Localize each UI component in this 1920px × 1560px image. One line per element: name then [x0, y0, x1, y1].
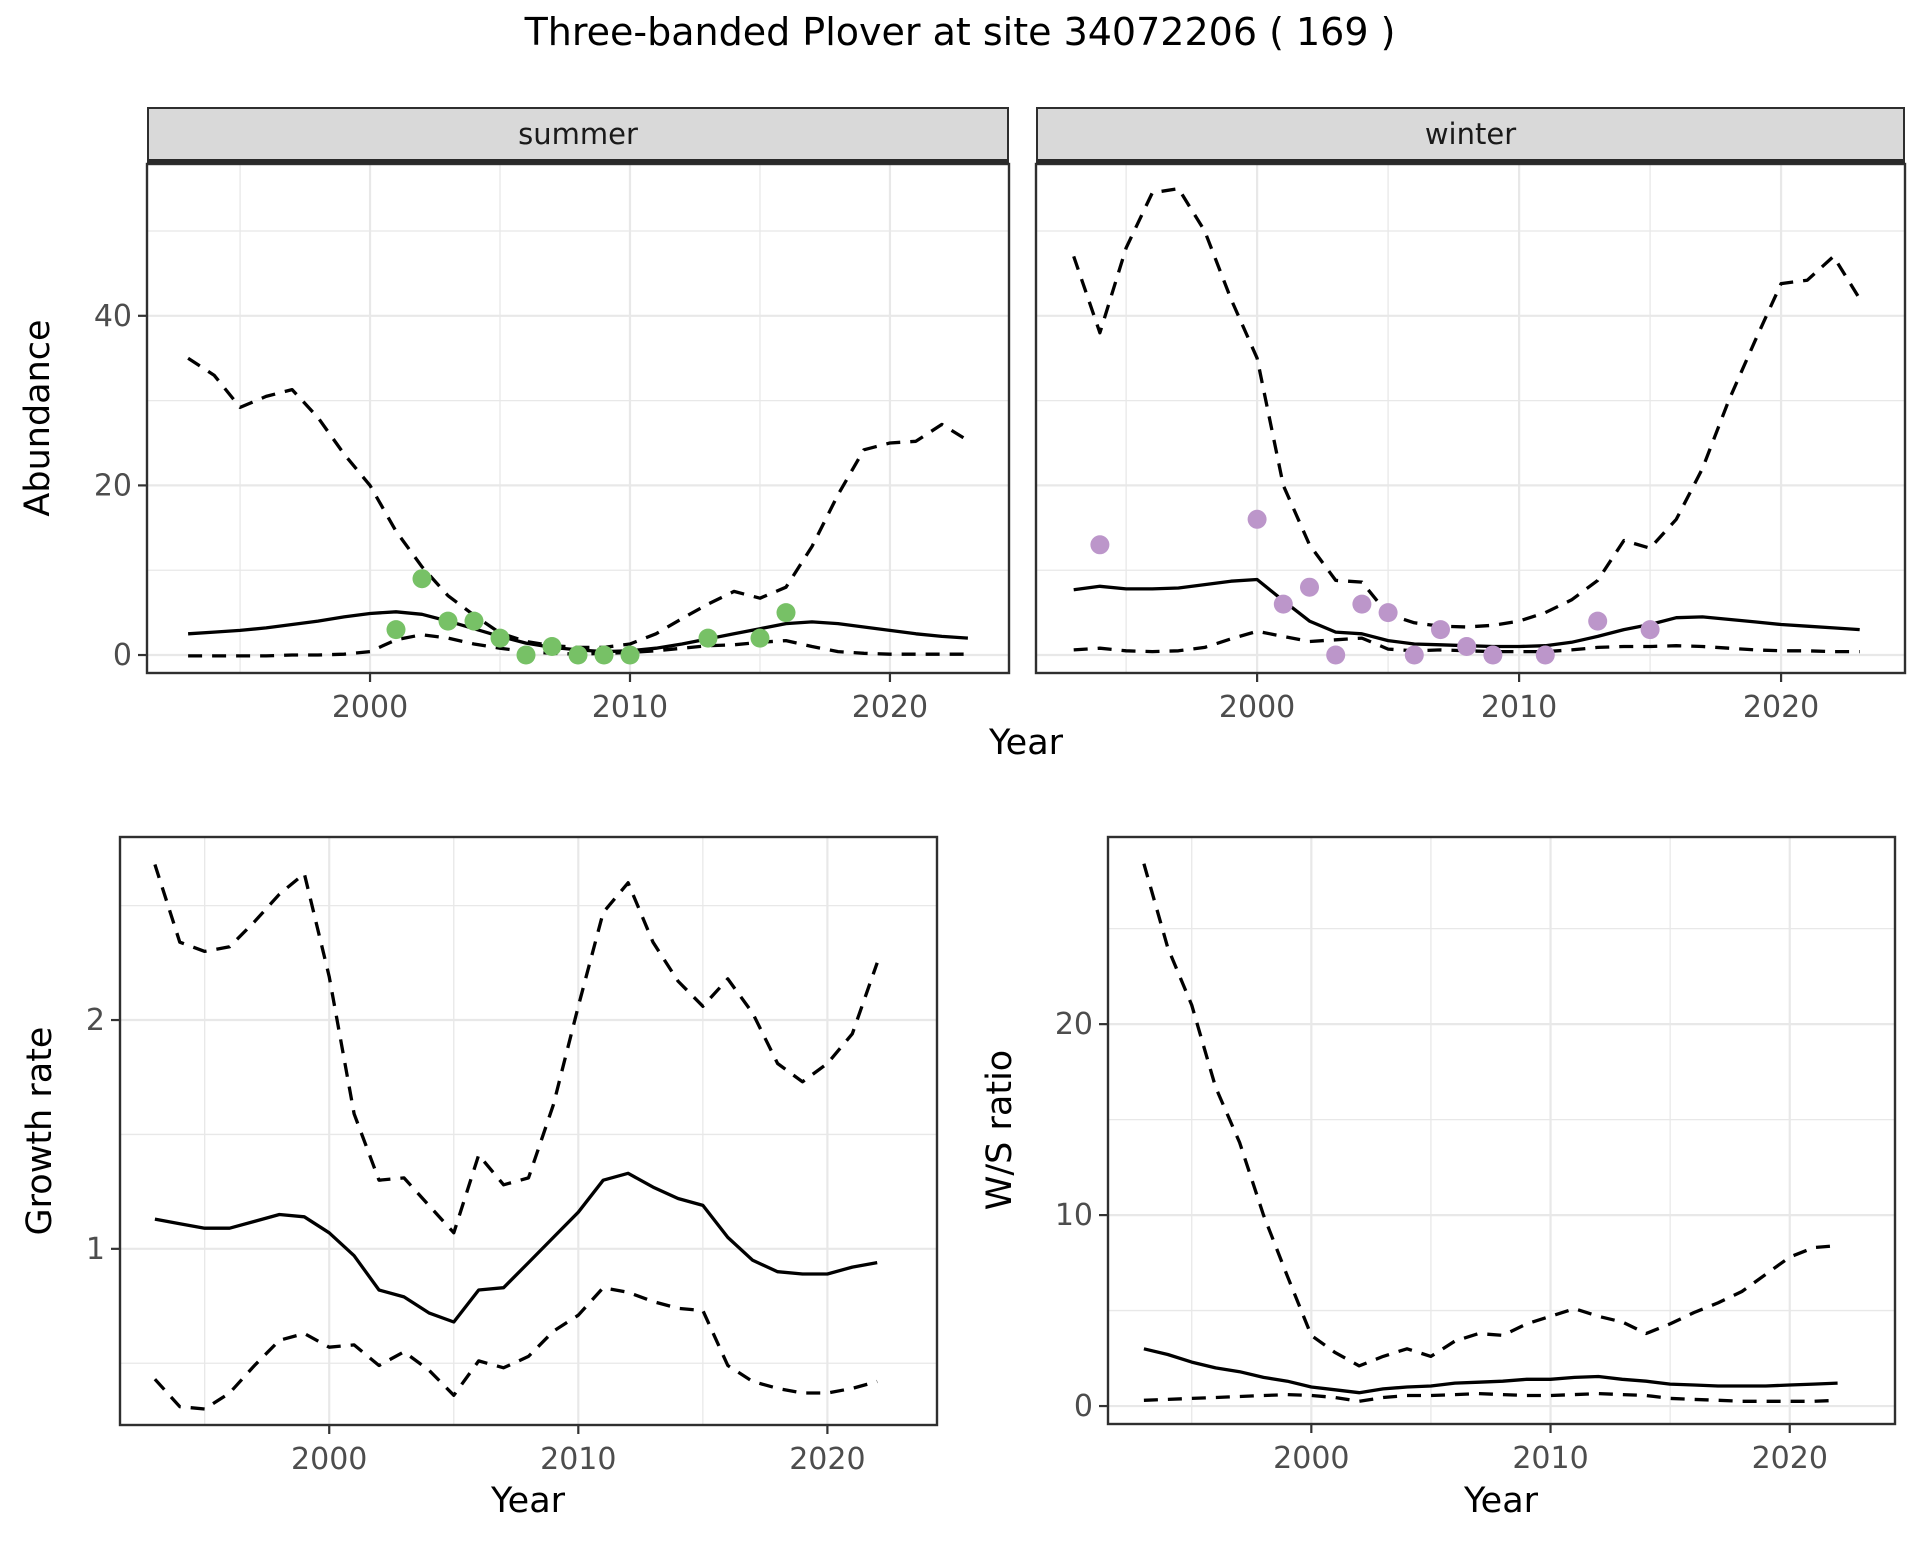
panel-ws: 2000 2010 2020 0 10 20 [1055, 835, 1897, 1476]
x-tick-label: 2020 [789, 1442, 865, 1477]
x-axis-title-year-ws: Year [1463, 1481, 1539, 1521]
y-tick-label: 2 [86, 1003, 105, 1038]
x-tick-label: 2010 [540, 1442, 616, 1477]
y-axis-ticks: 0 10 20 [1055, 1007, 1108, 1424]
y-tick-label: 1 [86, 1232, 105, 1267]
data-point [1535, 645, 1555, 665]
series-upper_ci [153, 863, 879, 1235]
data-point [1483, 645, 1503, 665]
series-median [1143, 1347, 1838, 1395]
facet-strip-winter-label: winter [1424, 117, 1517, 151]
series-upper_ci [1142, 863, 1838, 1368]
series-lower_ci [1073, 629, 1860, 654]
data-point [750, 628, 770, 648]
x-axis-title-year-growth: Year [490, 1481, 566, 1521]
data-point [1090, 535, 1110, 555]
facet-strip-winter: winter [1036, 107, 1905, 164]
facet-strip-summer-label: summer [518, 117, 638, 151]
panel-border [118, 835, 939, 1427]
y-tick-label: 20 [94, 468, 132, 503]
data-point [542, 637, 562, 656]
x-axis-ticks: 2000 2010 2020 [332, 673, 928, 725]
y-tick-label: 40 [94, 299, 132, 334]
data-point [438, 611, 458, 631]
facet-strip-summer: summer [147, 107, 1009, 164]
x-axis-title-year-top: Year [988, 723, 1064, 763]
summer-observed-counts [386, 569, 796, 665]
x-axis-ticks: 2000 2010 2020 [1219, 673, 1819, 725]
data-point [490, 628, 510, 648]
panel-border [145, 162, 1011, 675]
data-point [516, 645, 536, 665]
data-point [1247, 509, 1267, 529]
gridlines [1108, 837, 1895, 1424]
x-tick-label: 2000 [1219, 690, 1295, 725]
series-lower_ci [1143, 1391, 1838, 1403]
data-point [386, 620, 406, 640]
data-point [594, 645, 614, 665]
gridlines [147, 164, 1009, 673]
x-tick-label: 2020 [852, 690, 928, 725]
data-point [1300, 577, 1319, 597]
x-axis-ticks: 2000 2010 2020 [1273, 1424, 1828, 1476]
y-axis-title-growth-rate: Growth rate [20, 1026, 60, 1236]
y-tick-label: 0 [113, 638, 132, 673]
x-tick-label: 2010 [1512, 1441, 1588, 1476]
y-axis-ticks: 0 20 40 [94, 299, 147, 673]
data-point [1273, 594, 1293, 614]
x-tick-label: 2010 [1481, 690, 1557, 725]
y-axis-title-abundance: Abundance [18, 319, 58, 517]
data-point [1457, 637, 1477, 656]
winter-observed-counts [1090, 509, 1660, 665]
data-point [1378, 603, 1398, 623]
data-point [1404, 645, 1424, 665]
x-tick-label: 2020 [1743, 690, 1819, 725]
panel-summer: 2000 2010 2020 0 20 40 [94, 162, 1011, 725]
panel-border [1034, 162, 1907, 675]
x-tick-label: 2010 [592, 690, 668, 725]
data-point [776, 603, 796, 623]
y-tick-label: 0 [1074, 1389, 1093, 1424]
y-tick-label: 20 [1055, 1007, 1093, 1042]
y-axis-ticks: 12 [86, 1003, 120, 1267]
data-point [1326, 645, 1346, 665]
data-point [1588, 611, 1608, 631]
gridlines [120, 837, 937, 1425]
x-axis-ticks: 2000 2010 2020 [291, 1425, 866, 1477]
x-tick-label: 2000 [291, 1442, 367, 1477]
data-point [568, 645, 588, 665]
y-tick-label: 10 [1055, 1198, 1093, 1233]
figure-title: Three-banded Plover at site 34072206 ( 1… [524, 10, 1396, 54]
x-tick-label: 2000 [332, 690, 408, 725]
panel-winter: 2000 2010 2020 [1034, 162, 1907, 725]
data-point [412, 569, 432, 589]
gridlines [1036, 164, 1905, 673]
data-point [1640, 620, 1660, 640]
y-axis-title-ws-ratio: W/S ratio [980, 1049, 1020, 1211]
data-point [1431, 620, 1450, 640]
data-point [1352, 594, 1372, 614]
panel-border [1106, 835, 1897, 1426]
data-point [620, 645, 640, 665]
x-tick-label: 2000 [1273, 1441, 1349, 1476]
data-point [464, 611, 484, 631]
x-tick-label: 2020 [1752, 1441, 1828, 1476]
data-point [698, 628, 718, 648]
series-median [154, 1171, 878, 1324]
